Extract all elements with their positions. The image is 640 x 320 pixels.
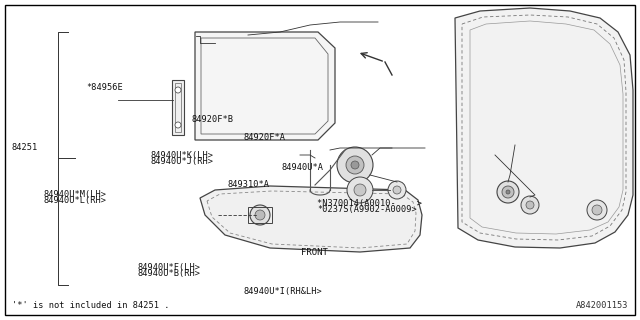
Circle shape — [506, 190, 510, 194]
Text: A842001153: A842001153 — [575, 300, 628, 309]
Text: 84940U*L(RH>: 84940U*L(RH> — [44, 196, 106, 204]
Circle shape — [592, 205, 602, 215]
Text: 84940U*B(RH>: 84940U*B(RH> — [138, 269, 200, 278]
Circle shape — [393, 186, 401, 194]
Circle shape — [337, 147, 373, 183]
Bar — [175, 83, 181, 132]
Text: 84940U*A: 84940U*A — [282, 164, 324, 172]
Text: 849310*A: 849310*A — [227, 180, 269, 189]
Circle shape — [502, 186, 514, 198]
Circle shape — [587, 200, 607, 220]
Circle shape — [175, 87, 181, 93]
Circle shape — [250, 205, 270, 225]
Text: 84920F*A: 84920F*A — [243, 133, 285, 142]
Circle shape — [175, 122, 181, 128]
Text: *0237S(A9902-A0009>: *0237S(A9902-A0009> — [317, 205, 417, 214]
Text: *N370014(A0010-    >: *N370014(A0010- > — [317, 199, 422, 208]
Circle shape — [347, 177, 373, 203]
Bar — [172, 80, 184, 135]
Circle shape — [351, 161, 359, 169]
Text: *84956E: *84956E — [86, 84, 123, 92]
Circle shape — [346, 156, 364, 174]
Text: '*' is not included in 84251 .: '*' is not included in 84251 . — [12, 300, 170, 309]
Text: 84940U*K(LH>: 84940U*K(LH> — [150, 151, 213, 160]
Text: 84940U*M(LH>: 84940U*M(LH> — [44, 190, 106, 199]
Circle shape — [497, 181, 519, 203]
Text: 84940U*J(RH>: 84940U*J(RH> — [150, 157, 213, 166]
Bar — [248, 207, 272, 223]
Polygon shape — [455, 8, 633, 248]
Circle shape — [354, 184, 366, 196]
Text: 84251: 84251 — [12, 143, 38, 152]
Polygon shape — [200, 186, 422, 252]
Text: FRONT: FRONT — [301, 248, 328, 257]
Circle shape — [388, 181, 406, 199]
Polygon shape — [195, 32, 335, 140]
Text: 84940U*I(RH&LH>: 84940U*I(RH&LH> — [243, 287, 322, 296]
Text: 84940U*F(LH>: 84940U*F(LH> — [138, 263, 200, 272]
Circle shape — [521, 196, 539, 214]
Circle shape — [526, 201, 534, 209]
Circle shape — [255, 210, 265, 220]
Text: 84920F*B: 84920F*B — [192, 116, 234, 124]
